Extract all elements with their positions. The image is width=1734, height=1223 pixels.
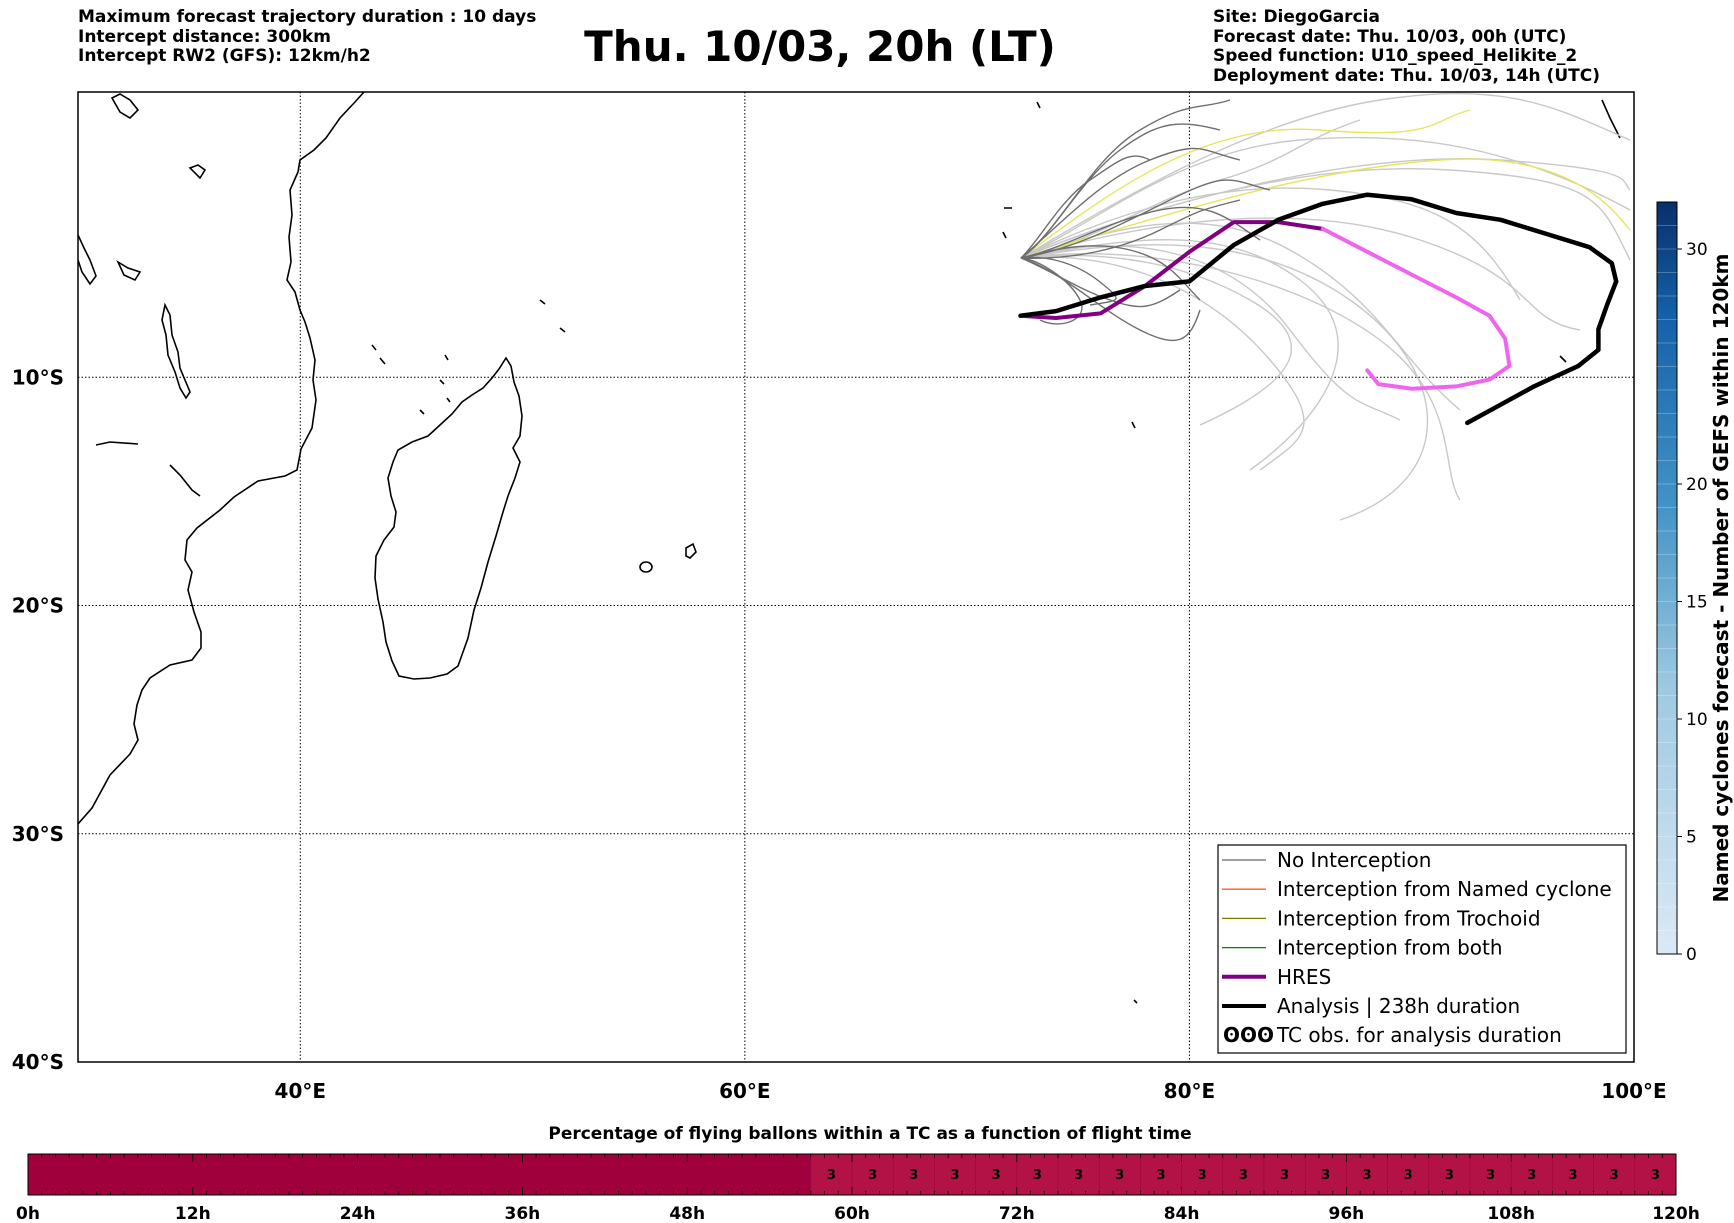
flight-time-bar-cell-value: 3 bbox=[827, 1168, 836, 1183]
flight-time-bar-cell-value: 3 bbox=[1610, 1168, 1619, 1183]
flight-time-tick-label: 72h bbox=[999, 1204, 1035, 1223]
flight-time-bar-cell-value: 3 bbox=[1527, 1168, 1536, 1183]
flight-time-bar-cell-value: 3 bbox=[1321, 1168, 1330, 1183]
legend-item-label: No Interception bbox=[1277, 848, 1431, 872]
map-frame bbox=[77, 91, 1635, 1063]
hres-trajectory-extended bbox=[1320, 226, 1512, 391]
flight-time-bar-cell-value: 3 bbox=[1198, 1168, 1207, 1183]
colorbar-tick-label: 15 bbox=[1686, 593, 1708, 613]
longitude-ticks: 40°E 60°E 80°E 100°E bbox=[275, 1079, 1667, 1103]
flight-time-bar-cell bbox=[892, 1153, 935, 1196]
hres-and-analysis-trajectories bbox=[1018, 192, 1619, 426]
flight-time-bar-cell-value: 3 bbox=[1156, 1168, 1165, 1183]
lon-tick-label: 80°E bbox=[1164, 1079, 1216, 1103]
flight-time-bar-cell-value: 3 bbox=[1486, 1168, 1495, 1183]
flight-time-bar-cell bbox=[1346, 1153, 1388, 1196]
flight-time-bar-cell-value: 3 bbox=[950, 1168, 959, 1183]
page-title: Thu. 10/03, 20h (LT) bbox=[584, 22, 1056, 71]
colorbar-tick-label: 10 bbox=[1686, 710, 1708, 730]
flight-time-tick-label: 12h bbox=[175, 1204, 211, 1223]
flight-time-bar-cell-value: 3 bbox=[868, 1168, 877, 1183]
flight-time-tick-label: 120h bbox=[1652, 1204, 1700, 1223]
flight-time-bar-cell-value: 3 bbox=[1568, 1168, 1577, 1183]
flight-time-bar-cell-value: 3 bbox=[909, 1168, 918, 1183]
flight-time-bar-cell-value: 3 bbox=[1074, 1168, 1083, 1183]
flight-time-tick-label: 48h bbox=[669, 1204, 705, 1223]
flight-time-bar-cell-value: 3 bbox=[1280, 1168, 1289, 1183]
site-name: Site: DiegoGarcia bbox=[1213, 7, 1380, 27]
legend-box bbox=[1217, 844, 1627, 1054]
analysis-trajectory bbox=[1018, 192, 1619, 426]
legend-item-label: Interception from both bbox=[1277, 936, 1503, 960]
forecast-date: Forecast date: Thu. 10/03, 00h (UTC) bbox=[1213, 26, 1567, 47]
flight-time-bar-cell bbox=[1552, 1153, 1594, 1196]
legend: No Interception Interception from Named c… bbox=[1217, 844, 1627, 1054]
flight-time-tick-label: 24h bbox=[340, 1204, 376, 1223]
legend-item-label: Interception from Trochoid bbox=[1277, 906, 1541, 930]
flight-time-tick-label: 108h bbox=[1487, 1204, 1535, 1223]
flight-time-bar-title: Percentage of flying ballons within a TC… bbox=[548, 1124, 1191, 1144]
flight-time-tick-label: 0h bbox=[16, 1204, 40, 1223]
flight-time-bar-cell-value: 3 bbox=[1404, 1168, 1413, 1183]
param-duration: Maximum forecast trajectory duration : 1… bbox=[78, 7, 537, 27]
ensemble-trajectories bbox=[1020, 92, 1631, 521]
param-intercept-distance: Intercept distance: 300km bbox=[78, 26, 331, 47]
legend-item-label: HRES bbox=[1277, 965, 1331, 989]
colorbar-ticks: 0 5 10 15 20 30 bbox=[1677, 240, 1708, 965]
coastlines bbox=[78, 92, 1621, 1004]
lat-tick-label: 40°S bbox=[12, 1050, 64, 1074]
flight-time-bar-cell bbox=[1222, 1153, 1265, 1196]
latitude-ticks: 10°S 20°S 30°S 40°S bbox=[12, 365, 64, 1074]
run-parameters: Maximum forecast trajectory duration : 1… bbox=[78, 7, 537, 67]
flight-time-bar-cell-value: 3 bbox=[1445, 1168, 1454, 1183]
flight-time-bar-cell-value: 3 bbox=[992, 1168, 1001, 1183]
flight-time-bar-cell bbox=[1387, 1153, 1430, 1196]
flight-time-tick-label: 84h bbox=[1164, 1204, 1200, 1223]
flight-time-bar-cell bbox=[1428, 1153, 1471, 1196]
lat-tick-label: 30°S bbox=[12, 822, 64, 846]
flight-time-bar-cell bbox=[851, 1153, 894, 1196]
flight-time-tick-label: 36h bbox=[505, 1204, 541, 1223]
flight-time-bar-cell-value: 3 bbox=[1651, 1168, 1660, 1183]
lat-tick-label: 10°S bbox=[12, 365, 64, 389]
deployment-date: Deployment date: Thu. 10/03, 14h (UTC) bbox=[1213, 65, 1600, 86]
flight-time-tick-label: 96h bbox=[1329, 1204, 1365, 1223]
param-intercept-rw2: Intercept RW2 (GFS): 12km/h2 bbox=[78, 46, 371, 66]
colorbar-tick-label: 30 bbox=[1686, 240, 1708, 260]
site-info: Site: DiegoGarcia Forecast date: Thu. 10… bbox=[1213, 7, 1600, 86]
flight-time-bar-cell bbox=[934, 1153, 976, 1196]
flight-time-ticks: 0h 12h 24h 36h 48h 60h 72h 84h 96h 108h 120h bbox=[16, 1154, 1700, 1223]
colorbar-label: Named cyclones forecast - Number of GEFS… bbox=[1709, 254, 1733, 903]
tc-obs-symbol-icon: ʘʘʘ bbox=[1223, 1023, 1274, 1047]
colorbar-gradient bbox=[1656, 201, 1678, 955]
flight-time-bar-cell-value: 3 bbox=[1115, 1168, 1124, 1183]
lon-tick-label: 100°E bbox=[1601, 1079, 1666, 1103]
lat-tick-label: 20°S bbox=[12, 594, 64, 618]
colorbar-tick-label: 0 bbox=[1686, 945, 1697, 965]
flight-time-bar-cell-value: 3 bbox=[1033, 1168, 1042, 1183]
colorbar-tick-label: 5 bbox=[1686, 828, 1697, 848]
flight-time-bar-cell-value: 3 bbox=[1362, 1168, 1371, 1183]
lon-tick-label: 40°E bbox=[275, 1079, 327, 1103]
colorbar-tick-label: 20 bbox=[1686, 475, 1708, 495]
flight-time-bar-cell-value: 3 bbox=[1239, 1168, 1248, 1183]
legend-item-label: TC obs. for analysis duration bbox=[1276, 1023, 1562, 1047]
colorbar: 0 5 10 15 20 30 Named cyclones forecast - Num… bbox=[1656, 201, 1733, 965]
flight-time-bar-zero-segment bbox=[28, 1154, 811, 1195]
flight-time-bar-cell bbox=[1057, 1153, 1100, 1196]
flight-time-tick-label: 60h bbox=[834, 1204, 870, 1223]
legend-item-label: Analysis | 238h duration bbox=[1277, 994, 1520, 1018]
legend-item-label: Interception from Named cyclone bbox=[1277, 877, 1612, 901]
flight-time-bar-cell bbox=[1593, 1153, 1636, 1196]
flight-time-bar: Percentage of flying ballons within a TC… bbox=[16, 1124, 1700, 1223]
lon-tick-label: 60°E bbox=[719, 1079, 771, 1103]
speed-function: Speed function: U10_speed_Helikite_2 bbox=[1213, 46, 1578, 66]
